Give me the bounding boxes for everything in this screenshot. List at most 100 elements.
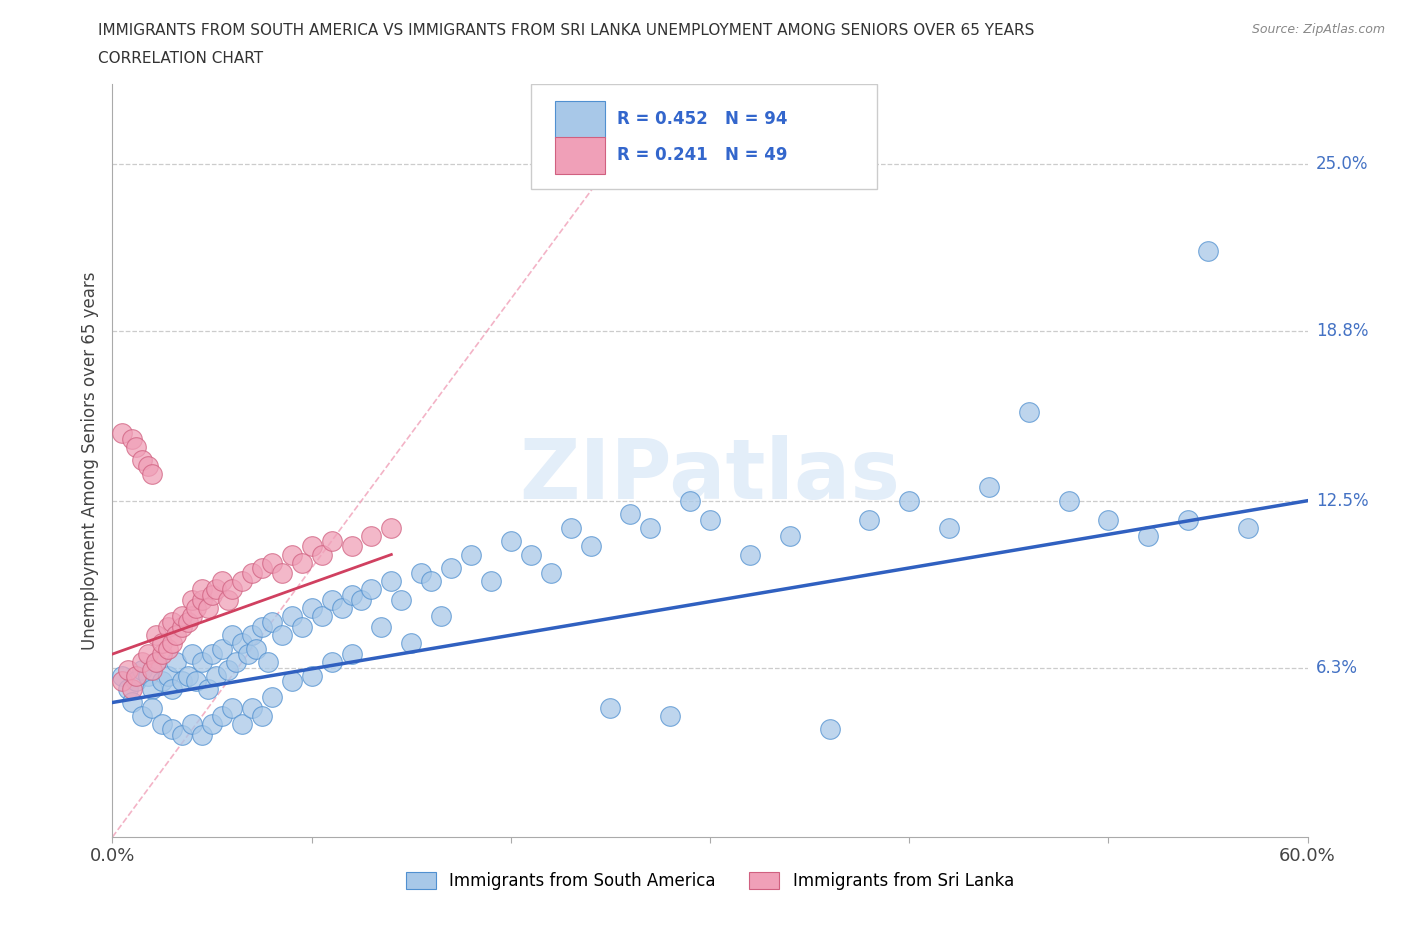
Point — [1197, 243, 1219, 258]
Point — [560, 520, 582, 535]
Point — [141, 700, 163, 715]
Point — [157, 668, 180, 683]
Point — [138, 646, 160, 661]
Point — [240, 700, 263, 715]
Point — [141, 682, 163, 697]
Point — [231, 636, 253, 651]
Point — [125, 668, 148, 683]
Point — [172, 727, 194, 742]
Point — [440, 561, 463, 576]
Point — [245, 642, 267, 657]
Point — [186, 601, 208, 616]
Point — [420, 574, 443, 589]
Point — [858, 512, 880, 527]
Point — [281, 609, 304, 624]
Text: 25.0%: 25.0% — [1316, 155, 1368, 173]
Point — [181, 609, 204, 624]
Point — [111, 668, 134, 683]
Point — [231, 574, 253, 589]
Point — [250, 561, 273, 576]
Point — [281, 673, 304, 688]
Point — [150, 646, 173, 661]
Point — [270, 628, 292, 643]
Point — [640, 520, 662, 535]
Point — [321, 592, 343, 607]
Point — [311, 609, 333, 624]
Text: 18.8%: 18.8% — [1316, 322, 1368, 340]
Text: R = 0.241   N = 49: R = 0.241 N = 49 — [617, 146, 787, 165]
Point — [250, 619, 273, 634]
Point — [138, 668, 160, 683]
Point — [779, 528, 801, 543]
FancyBboxPatch shape — [531, 84, 877, 189]
Point — [370, 619, 392, 634]
Point — [898, 493, 921, 508]
Point — [150, 636, 173, 651]
FancyBboxPatch shape — [554, 101, 605, 138]
Point — [460, 547, 482, 562]
Point — [150, 717, 173, 732]
Text: R = 0.452   N = 94: R = 0.452 N = 94 — [617, 110, 787, 128]
Point — [311, 547, 333, 562]
Point — [117, 682, 139, 697]
Point — [340, 539, 363, 554]
Point — [145, 655, 167, 670]
Point — [162, 682, 183, 697]
Point — [217, 663, 239, 678]
Point — [1137, 528, 1160, 543]
Point — [270, 565, 292, 580]
Point — [430, 609, 453, 624]
Point — [191, 727, 214, 742]
Point — [181, 717, 204, 732]
Point — [340, 588, 363, 603]
Point — [138, 458, 160, 473]
Point — [938, 520, 960, 535]
Point — [121, 432, 143, 446]
Point — [240, 628, 263, 643]
Point — [177, 615, 200, 630]
Point — [131, 453, 153, 468]
Text: Source: ZipAtlas.com: Source: ZipAtlas.com — [1251, 23, 1385, 36]
Point — [401, 636, 423, 651]
Point — [211, 709, 233, 724]
Point — [165, 655, 187, 670]
Point — [221, 700, 243, 715]
Point — [117, 663, 139, 678]
Y-axis label: Unemployment Among Seniors over 65 years: Unemployment Among Seniors over 65 years — [80, 272, 98, 649]
Point — [520, 547, 543, 562]
Legend: Immigrants from South America, Immigrants from Sri Lanka: Immigrants from South America, Immigrant… — [399, 865, 1021, 897]
Point — [125, 673, 148, 688]
Point — [125, 440, 148, 455]
Point — [165, 628, 187, 643]
FancyBboxPatch shape — [554, 138, 605, 174]
Point — [599, 700, 621, 715]
Point — [679, 493, 702, 508]
Point — [236, 646, 259, 661]
Point — [257, 655, 280, 670]
Point — [818, 722, 841, 737]
Point — [540, 565, 562, 580]
Point — [157, 642, 180, 657]
Point — [281, 547, 304, 562]
Point — [350, 592, 373, 607]
Point — [330, 601, 353, 616]
Point — [191, 592, 214, 607]
Point — [131, 663, 153, 678]
Point — [205, 582, 228, 597]
Point — [380, 574, 402, 589]
Point — [321, 655, 343, 670]
Point — [250, 709, 273, 724]
Point — [1057, 493, 1080, 508]
Text: 6.3%: 6.3% — [1316, 658, 1358, 676]
Point — [186, 673, 208, 688]
Point — [340, 646, 363, 661]
Point — [181, 592, 204, 607]
Point — [162, 722, 183, 737]
Text: 12.5%: 12.5% — [1316, 492, 1368, 510]
Text: CORRELATION CHART: CORRELATION CHART — [98, 51, 263, 66]
Point — [360, 528, 382, 543]
Point — [217, 592, 239, 607]
Point — [201, 646, 224, 661]
Point — [205, 668, 228, 683]
Point — [157, 619, 180, 634]
